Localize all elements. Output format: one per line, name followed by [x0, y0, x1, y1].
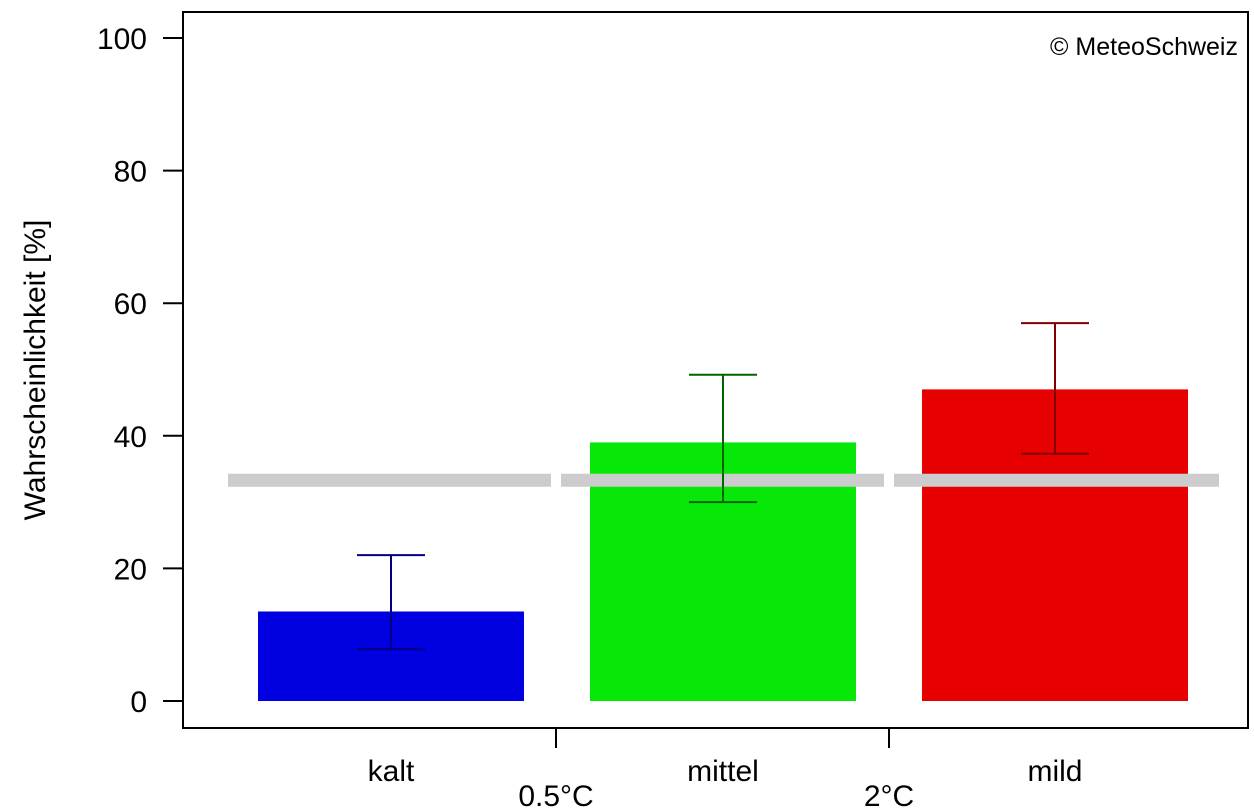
category-label: kalt	[368, 755, 415, 788]
boundary-label: 2°C	[864, 780, 914, 811]
y-tick-label: 0	[130, 686, 147, 719]
boundary-label: 0.5°C	[518, 780, 593, 811]
y-tick-label: 40	[114, 421, 147, 454]
plot-border	[182, 11, 1249, 729]
copyright-text: © MeteoSchweiz	[1050, 33, 1238, 61]
y-axis-label: Wahrscheinlichkeit [%]	[19, 220, 52, 521]
x-axis: kalt mittel mild 0.5°C 2°C	[368, 728, 1083, 811]
error-bars	[357, 322, 1089, 651]
y-tick-label: 20	[114, 553, 147, 586]
y-axis: 0 20 40 60 80 100	[97, 23, 183, 719]
y-tick-label: 100	[97, 23, 147, 56]
y-tick-label: 80	[114, 156, 147, 189]
y-tick-label: 60	[114, 288, 147, 321]
category-label: mittel	[687, 755, 759, 788]
plot-frame	[182, 11, 1249, 729]
category-label: mild	[1027, 755, 1082, 788]
